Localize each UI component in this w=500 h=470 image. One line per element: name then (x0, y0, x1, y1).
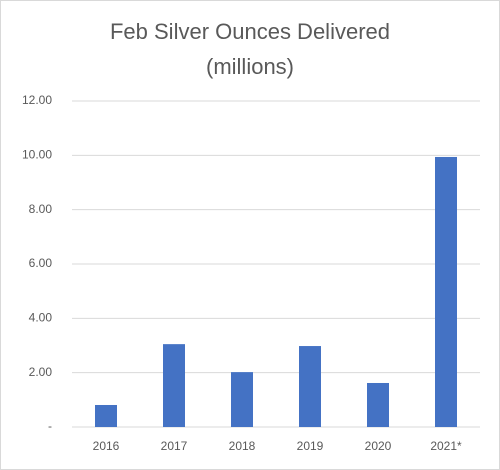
x-tick-label: 2021* (430, 439, 462, 453)
x-tick-label: 2016 (93, 439, 120, 453)
y-tick-label: 12.00 (22, 93, 52, 107)
y-tick-label: 4.00 (29, 311, 53, 325)
x-tick-label: 2019 (297, 439, 324, 453)
bar (163, 344, 185, 427)
bar (231, 372, 253, 427)
y-tick-label: - (48, 419, 52, 433)
y-tick-label: 10.00 (22, 148, 52, 162)
x-tick-label: 2017 (161, 439, 188, 453)
y-tick-label: 6.00 (29, 256, 53, 270)
bar (435, 156, 457, 428)
x-tick-label: 2018 (229, 439, 256, 453)
x-tick-label: 2020 (365, 439, 392, 453)
chart-title: Feb Silver Ounces Delivered (110, 19, 390, 44)
y-tick-label: 2.00 (29, 365, 53, 379)
bar (367, 382, 389, 427)
y-tick-label: 8.00 (29, 202, 53, 216)
chart-subtitle: (millions) (206, 54, 294, 79)
bar (299, 346, 321, 427)
bar (95, 404, 117, 427)
